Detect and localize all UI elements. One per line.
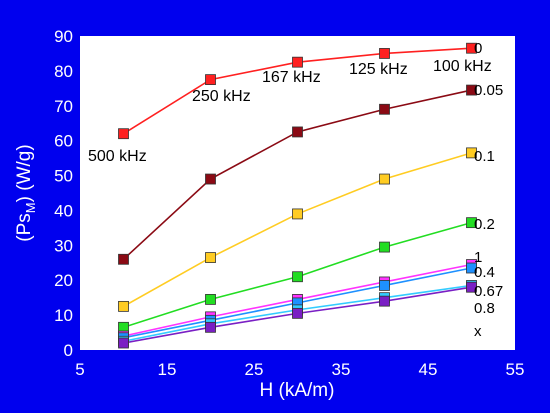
series-label-0-4: 0.4 [474,264,495,281]
x-tick-label: 55 [506,360,525,379]
point-0-4 [466,262,477,274]
point-0-05 [379,103,390,115]
series-label-1: 1 [474,249,482,266]
point-0-05 [292,126,303,138]
y-tick-label: 20 [54,271,73,290]
point-0 [118,128,129,140]
y-axis-title: (PsM) (W/g) [14,144,38,241]
point-0-8 [205,321,216,333]
point-0 [466,42,477,54]
series-label-0-2: 0.2 [474,216,495,233]
x-axis-ticks: 5 15 25 35 45 55 [75,360,524,379]
series-label-x: x [474,323,482,340]
annotation-250khz: 250 kHz [192,88,251,105]
y-tick-label: 50 [54,167,73,186]
y-tick-label: 80 [54,62,73,81]
y-axis-title-sub: M [23,202,38,213]
series-label-0-05: 0.05 [474,82,503,99]
point-0-05 [205,173,216,185]
y-tick-label: 30 [54,236,73,255]
annotation-125khz: 125 kHz [349,61,408,78]
point-0-8 [466,281,477,293]
point-0-8 [292,307,303,319]
x-tick-label: 5 [75,360,84,379]
point-0-2 [379,241,390,253]
annotations: 500 kHz 250 kHz 167 kHz 125 kHz 100 kHz [88,58,492,165]
annotation-167khz: 167 kHz [262,69,321,86]
point-0-1 [118,300,129,312]
y-tick-label: 10 [54,306,73,325]
y-tick-label: 90 [54,27,73,46]
point-0-1 [292,208,303,220]
x-tick-label: 35 [332,360,351,379]
x-tick-label: 25 [245,360,264,379]
series-labels: 0 0.05 0.1 0.2 1 0.4 0.67 0.8 x [474,40,503,340]
point-0-1 [466,147,477,159]
series-label-0-67: 0.67 [474,283,503,300]
y-tick-label: 40 [54,201,73,220]
y-tick-label: 0 [64,341,73,360]
y-axis-title-tail: ) (W/g) [14,144,35,202]
point-0-2 [205,294,216,305]
point-0 [379,48,390,59]
x-axis-title: H (kA/m) [260,380,335,401]
point-0 [292,56,303,68]
series-label-0: 0 [474,40,482,57]
point-0-05 [466,84,477,96]
y-axis-title-main: (Ps [14,213,35,242]
y-tick-label: 70 [54,97,73,116]
point-0-8 [379,295,390,307]
x-tick-label: 15 [158,360,177,379]
point-0-2 [292,271,303,283]
point-0 [205,74,216,86]
chart-marks [118,42,477,349]
annotation-500khz: 500 kHz [88,148,147,165]
x-tick-label: 45 [419,360,438,379]
point-0-05 [118,253,129,265]
point-0-1 [379,173,390,185]
point-0-4 [379,280,390,291]
series-label-0-8: 0.8 [474,300,495,317]
series-label-0-1: 0.1 [474,148,495,165]
y-tick-label: 60 [54,132,73,151]
y-axis-ticks: 0 10 20 30 40 50 60 70 80 90 [54,27,73,360]
point-0-8 [118,337,129,349]
point-0-2 [466,217,477,229]
annotation-100khz: 100 kHz [433,58,492,75]
point-0-1 [205,252,216,263]
